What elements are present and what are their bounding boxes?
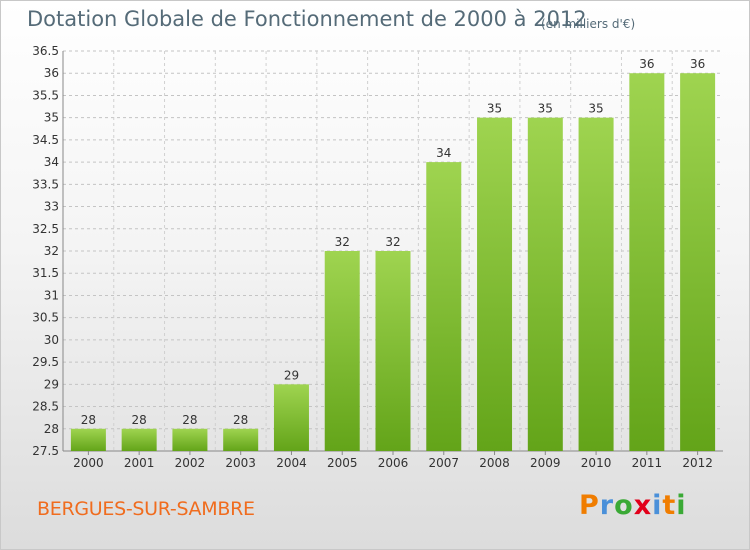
data-label-2011: 36: [639, 57, 654, 71]
x-tick-label-2007: 2007: [428, 456, 459, 470]
y-tick-label: 28: [44, 422, 59, 436]
y-tick-label: 35: [44, 111, 59, 125]
bar-2006: [375, 251, 411, 451]
y-tick-label: 34.5: [32, 133, 59, 147]
x-tick-label-2001: 2001: [124, 456, 155, 470]
bar-2009: [527, 117, 563, 452]
logo-letter: P: [579, 490, 600, 521]
y-tick-label: 30: [44, 333, 59, 347]
y-tick-label: 27.5: [32, 444, 59, 458]
x-tick-label-2009: 2009: [530, 456, 561, 470]
y-tick-label: 36: [44, 66, 59, 80]
x-tick-label-2008: 2008: [479, 456, 510, 470]
logo-letter: i: [652, 490, 663, 521]
y-tick-label: 29.5: [32, 355, 59, 369]
logo-letter: x: [633, 490, 653, 521]
bar-2001: [121, 428, 157, 451]
y-tick-label: 36.5: [32, 44, 59, 58]
data-label-2010: 35: [588, 102, 603, 116]
commune-name: BERGUES-SUR-SAMBRE: [37, 498, 255, 520]
x-tick-label-2012: 2012: [682, 456, 713, 470]
logo-letter: o: [614, 490, 634, 521]
bar-2002: [172, 428, 208, 451]
data-label-2006: 32: [385, 235, 400, 249]
data-label-2005: 32: [335, 235, 350, 249]
data-label-2008: 35: [487, 102, 502, 116]
y-tick-label: 35.5: [32, 88, 59, 102]
data-label-2003: 28: [233, 413, 248, 427]
data-label-2002: 28: [182, 413, 197, 427]
y-tick-label: 32: [44, 244, 59, 258]
bar-2000: [70, 428, 106, 451]
bar-2003: [223, 428, 259, 451]
y-tick-label: 31: [44, 288, 59, 302]
chart-title: Dotation Globale de Fonctionnement de 20…: [27, 7, 587, 31]
y-tick-label: 34: [44, 155, 59, 169]
y-tick-label: 33.5: [32, 177, 59, 191]
y-tick-label: 31.5: [32, 266, 59, 280]
bars: [70, 73, 716, 452]
x-tick-label-2011: 2011: [632, 456, 663, 470]
y-tick-label: 32.5: [32, 222, 59, 236]
y-tick-label: 28.5: [32, 400, 59, 414]
data-label-2001: 28: [132, 413, 147, 427]
data-label-2012: 36: [690, 57, 705, 71]
bar-2011: [629, 73, 665, 451]
data-label-2009: 35: [538, 102, 553, 116]
logo-letter: t: [662, 490, 677, 521]
bar-2007: [426, 162, 462, 451]
x-tick-label-2003: 2003: [225, 456, 256, 470]
y-tick-label: 29: [44, 377, 59, 391]
x-tick-label-2005: 2005: [327, 456, 358, 470]
bar-2008: [477, 117, 513, 452]
axes: 27.5 28 28.5 29 29.5 30 30.5 31 31.5 32 32.5 33 33.5…: [32, 44, 723, 470]
x-tick-label-2004: 2004: [276, 456, 307, 470]
y-tick-label: 30.5: [32, 311, 59, 325]
data-labels: 28 28 28 28 29 32 32 34 35 35 35 36 36: [81, 57, 706, 427]
data-label-2007: 34: [436, 146, 451, 160]
bar-2004: [273, 384, 309, 451]
chart-subtitle: (en milliers d'€): [541, 17, 636, 31]
bar-2005: [324, 251, 360, 451]
proxiti-logo: Proxiti: [579, 490, 687, 521]
bar-2012: [680, 73, 716, 451]
x-tick-label-2006: 2006: [378, 456, 409, 470]
x-tick-label-2000: 2000: [73, 456, 104, 470]
data-label-2004: 29: [284, 368, 299, 382]
bar-2010: [578, 117, 614, 452]
x-tick-label-2010: 2010: [581, 456, 612, 470]
data-label-2000: 28: [81, 413, 96, 427]
y-tick-label: 33: [44, 200, 59, 214]
logo-letter: r: [599, 490, 615, 521]
logo-letter: i: [676, 490, 687, 521]
x-tick-label-2002: 2002: [175, 456, 206, 470]
